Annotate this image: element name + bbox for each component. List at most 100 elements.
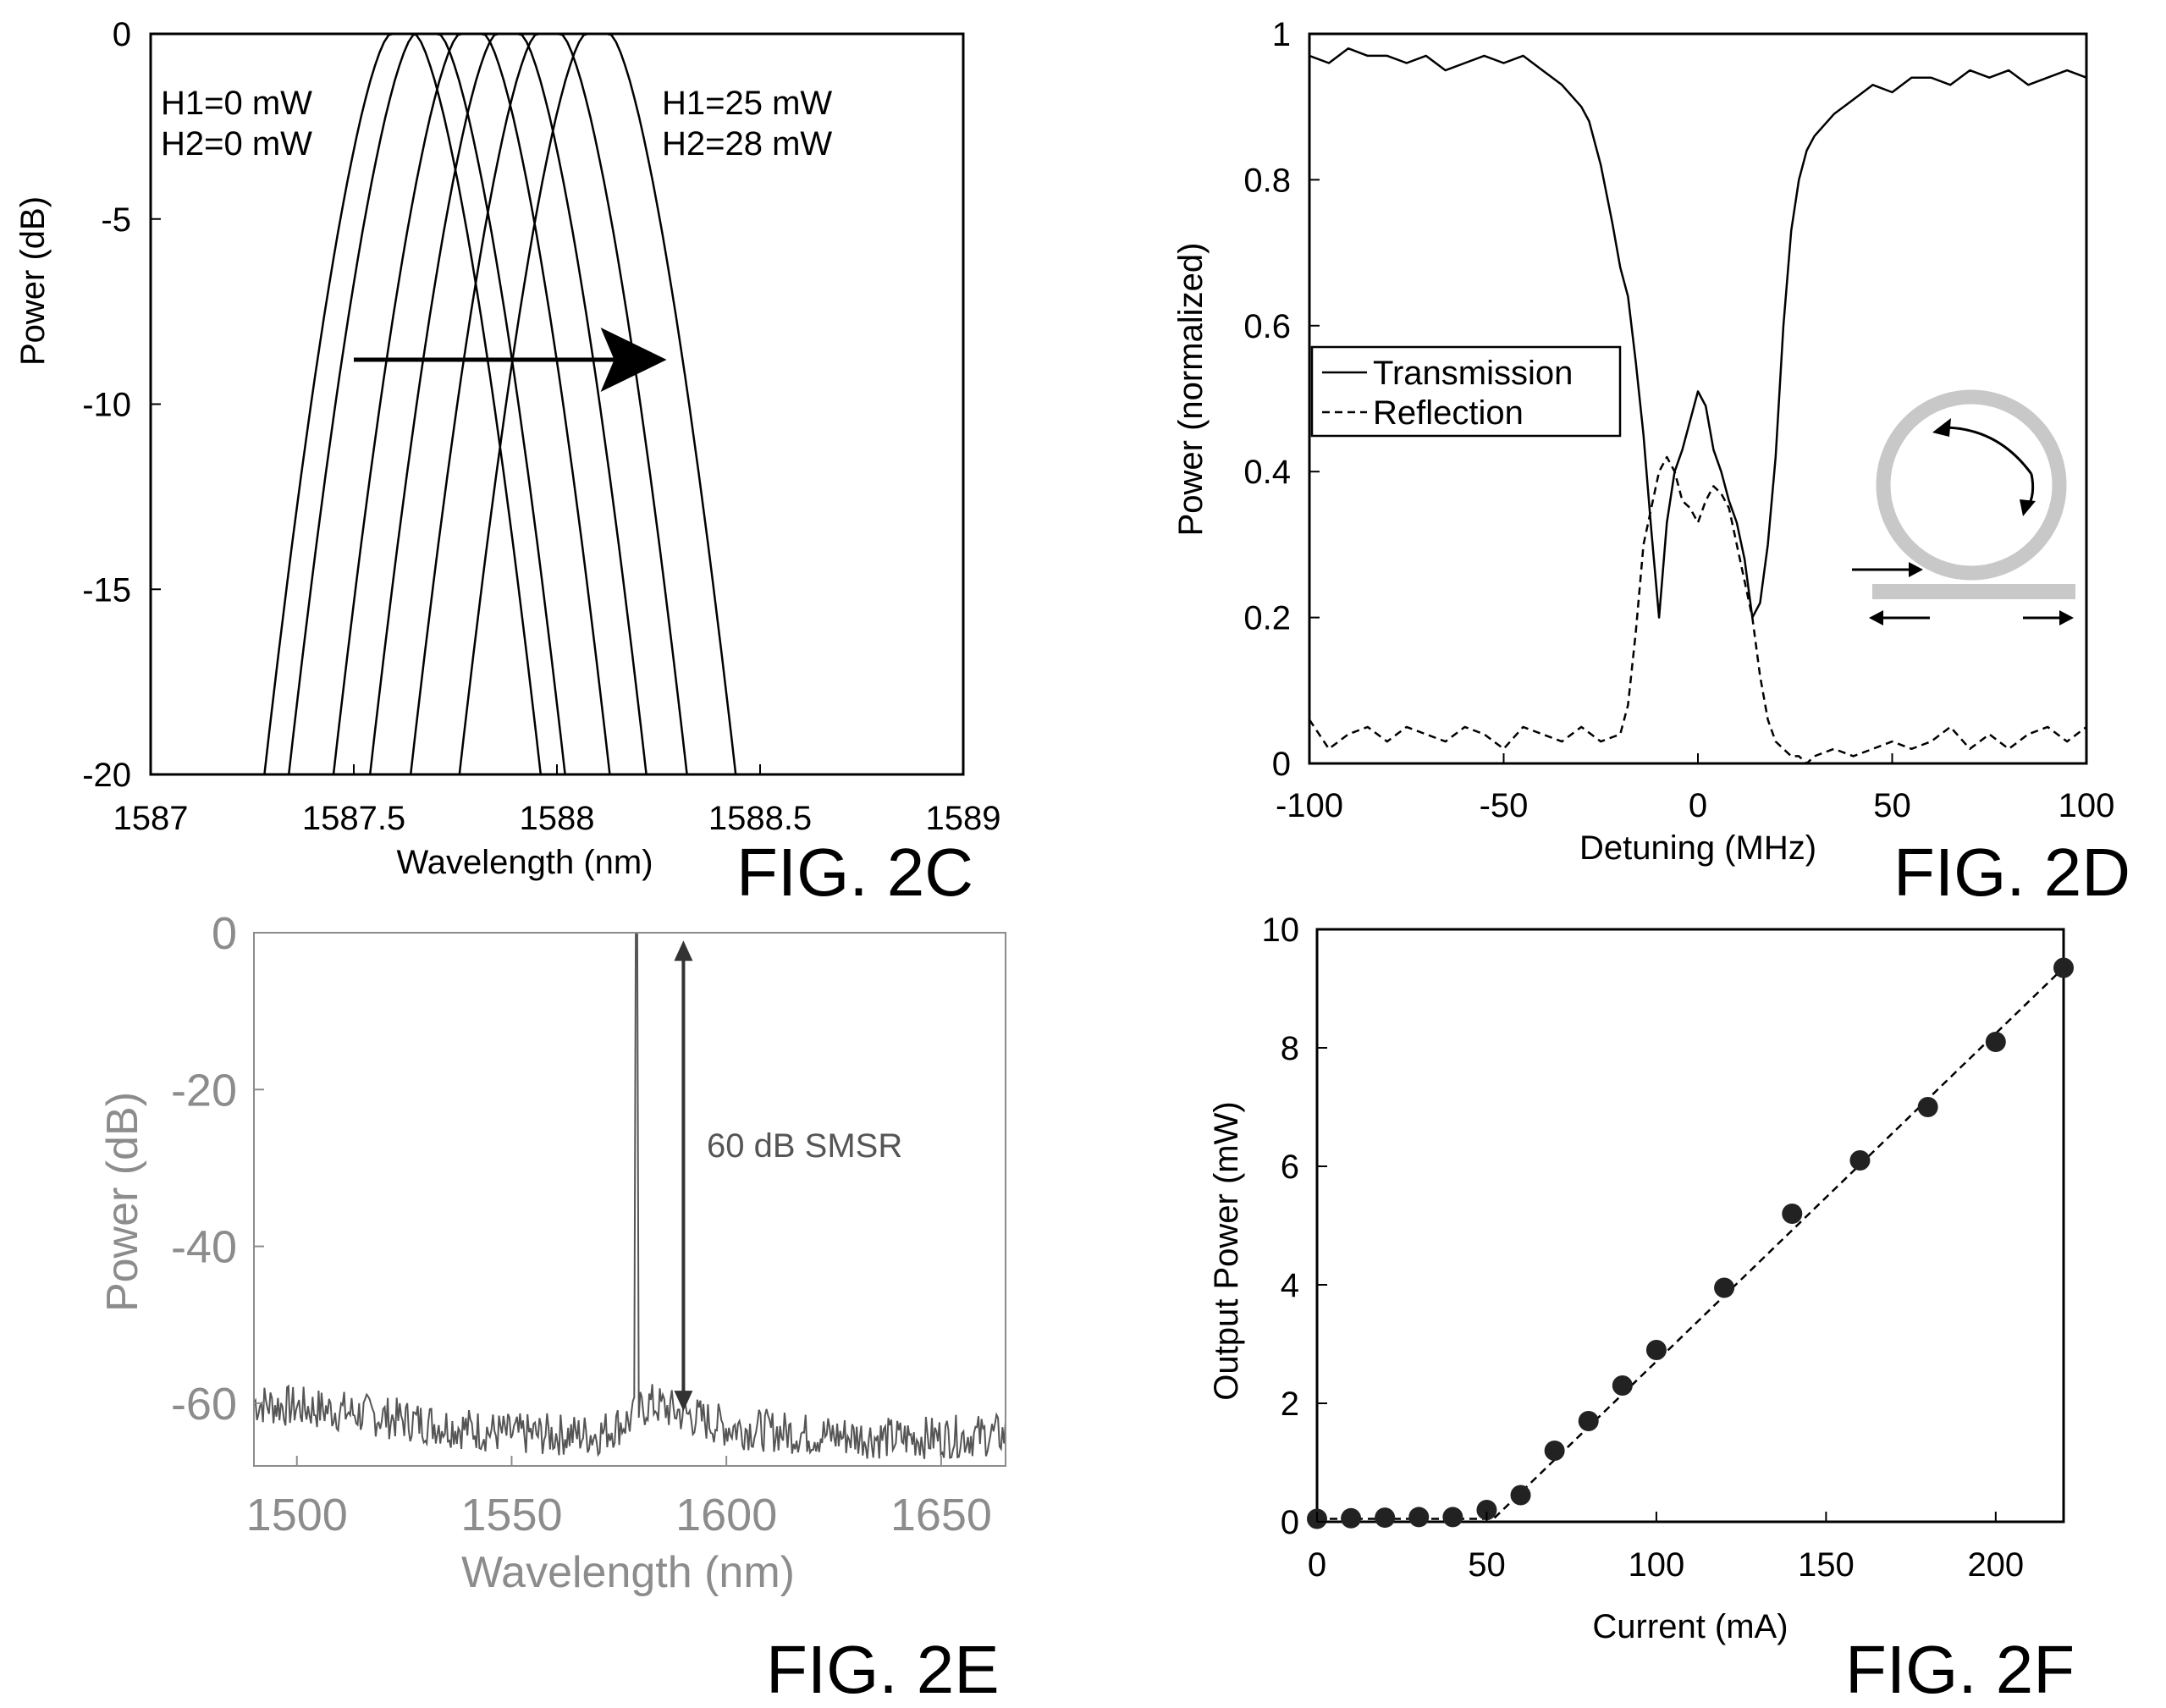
fig-2f-y-tick-label: 10 — [1262, 912, 1300, 949]
ring-circulation-arrowhead-top — [1932, 418, 1951, 437]
fig-2f-caption: FIG. 2F — [1845, 1632, 2075, 1707]
fig-2f-y-tick-label: 8 — [1281, 1030, 1299, 1067]
fig-2d-series — [1308, 47, 2087, 765]
fig-2e-y-tick-label: 0 — [212, 908, 237, 959]
fig-2c-y-tick-label: -10 — [82, 387, 131, 424]
fig-2c-x-tick-label: 1589 — [926, 800, 1001, 837]
fig-2f-data-point — [1442, 1507, 1463, 1528]
fig-2e-smsr-arrow — [674, 940, 693, 1412]
fig-2f-data-point — [1645, 1340, 1667, 1360]
fig-2c-shift-arrow — [354, 328, 667, 392]
panel-fig-2c: 1587 1587.5 1588 1588.5 1589 0 -5 -10 -15 -20 H1=… — [14, 16, 1000, 910]
fig-2c-arrowhead — [600, 328, 667, 392]
fig-2f-data-point — [1985, 1032, 2006, 1052]
bus-waveguide — [1872, 584, 2075, 599]
fig-2d-x-tick-label: -100 — [1276, 787, 1343, 824]
fig-2f-y-tick-label: 0 — [1281, 1504, 1299, 1541]
fig-2f-data-point — [1917, 1097, 1938, 1117]
fig-2c-annotation-left-line1: H1=0 mW — [161, 85, 312, 122]
fig-2e-spectrum — [253, 932, 1006, 1459]
fig-2f-data-point — [1612, 1375, 1633, 1396]
fig-2c-y-tick-label: 0 — [113, 16, 131, 53]
fig-2f-y-tick-label: 4 — [1281, 1267, 1299, 1304]
fig-2d-y-tick-label: 0.6 — [1243, 308, 1291, 345]
fig-2e-x-axis-label: Wavelength (nm) — [461, 1548, 795, 1597]
panel-fig-2d: -100 -50 0 50 100 0 0.2 0.4 0.6 0.8 1 Transmission… — [1172, 16, 2130, 910]
input-arrowhead — [1909, 562, 1923, 577]
fig-2d-x-tick-label: -50 — [1480, 787, 1529, 824]
fig-2c-x-axis-label: Wavelength (nm) — [396, 844, 653, 881]
fig-2d-legend-label-reflection: Reflection — [1373, 394, 1524, 432]
fig-2f-data-point — [1375, 1507, 1396, 1529]
fig-2d-caption: FIG. 2D — [1893, 835, 2130, 910]
fig-2c-caption: FIG. 2C — [736, 835, 973, 910]
fig-2c-right-annotation: H1=25 mW H2=28 mW — [662, 85, 832, 163]
reflection-arrowhead — [1869, 610, 1883, 625]
ring-resonator — [1876, 389, 2067, 581]
ring-circulation-arc-top — [1942, 426, 2033, 475]
fig-2d-reflection-curve — [1308, 455, 2087, 765]
fig-2e-y-tick-label: -20 — [171, 1065, 237, 1116]
fig-2f-frame — [1315, 928, 2065, 1523]
panel-fig-2e: 1500 1550 1600 1650 0 -20 -40 -60 60 dB SMSR Wa… — [98, 908, 1006, 1707]
transmission-arrowhead — [2059, 610, 2074, 625]
fig-2c-x-tick-label: 1588.5 — [708, 800, 812, 837]
fig-2f-data-point — [1782, 1204, 1803, 1224]
fig-2c-y-tick-label: -5 — [101, 201, 131, 239]
fig-2d-legend: Transmission Reflection — [1310, 345, 1622, 438]
fig-2f-y-axis-label: Output Power (mW) — [1208, 1101, 1245, 1400]
fig-2e-x-tick-label: 1650 — [890, 1490, 992, 1540]
fig-2f-data-point — [1849, 1150, 1871, 1171]
fig-2f-x-tick-label: 100 — [1629, 1546, 1685, 1584]
fig-2d-y-tick-label: 0.8 — [1243, 162, 1291, 199]
fig-2f-data-point — [1341, 1507, 1362, 1529]
fig-2c-x-tick-label: 1587 — [113, 800, 189, 837]
fig-2f-ticks: 0 50 100 150 200 0 2 4 6 8 10 — [1262, 912, 2025, 1584]
fig-2f-data-point — [1510, 1485, 1531, 1506]
fig-2c-y-tick-label: -15 — [82, 571, 131, 609]
fig-2f-x-tick-label: 150 — [1798, 1546, 1855, 1584]
fig-2c-x-tick-label: 1587.5 — [302, 800, 405, 837]
fig-2d-legend-label-transmission: Transmission — [1373, 355, 1573, 392]
fig-2d-transmission-curve — [1309, 47, 2087, 619]
fig-2c-x-tick-label: 1588 — [520, 800, 595, 837]
fig-2e-y-axis-label: Power (dB) — [98, 1092, 147, 1312]
fig-2f-y-tick-label: 6 — [1281, 1149, 1299, 1186]
fig-2e-spectrum-trace — [253, 932, 1006, 1459]
fig-2f-x-tick-label: 50 — [1468, 1546, 1506, 1584]
fig-2d-x-axis-label: Detuning (MHz) — [1579, 829, 1816, 867]
fig-2d-y-axis-label: Power (normalized) — [1172, 243, 1210, 537]
fig-2d-ticks: -100 -50 0 50 100 0 0.2 0.4 0.6 0.8 1 — [1243, 16, 2114, 824]
fig-2d-y-tick-label: 0.2 — [1243, 600, 1291, 637]
fig-2e-smsr-annotation: 60 dB SMSR — [707, 1127, 902, 1165]
fig-2f-fit-line — [1317, 967, 2064, 1520]
fig-2f-data-point — [1544, 1441, 1565, 1461]
fig-2f-data-point — [1578, 1411, 1599, 1431]
fig-2c-left-annotation: H1=0 mW H2=0 mW — [161, 85, 312, 163]
fig-2e-y-tick-label: -60 — [171, 1379, 237, 1430]
fig-2f-x-tick-label: 0 — [1308, 1546, 1326, 1584]
fig-2d-legend-box — [1310, 345, 1622, 438]
fig-2c-annotation-left-line2: H2=0 mW — [161, 125, 312, 163]
fig-2c-y-axis-label: Power (dB) — [14, 196, 52, 366]
fig-2f-y-tick-label: 2 — [1281, 1386, 1299, 1423]
fig-2c-annotation-right-line1: H1=25 mW — [662, 85, 832, 122]
fig-2f-x-tick-label: 200 — [1967, 1546, 2024, 1584]
fig-2f-data-point — [1476, 1500, 1497, 1520]
fig-2e-y-tick-label: -40 — [171, 1222, 237, 1273]
fig-2e-smsr-arrowhead-bottom — [674, 1391, 693, 1412]
fig-2e-caption: FIG. 2E — [766, 1632, 1000, 1707]
fig-2f-data-point — [2053, 957, 2074, 978]
fig-2d-y-tick-label: 0.4 — [1243, 454, 1291, 491]
ring-circulation-arrowhead-bottom — [2020, 499, 2036, 516]
fig-2e-frame — [253, 932, 1006, 1467]
fig-2d-y-tick-label: 0 — [1272, 746, 1291, 783]
fig-2e-smsr-arrowhead-top — [674, 940, 693, 961]
fig-2f-x-axis-label: Current (mA) — [1592, 1608, 1788, 1645]
fig-2f-data-point — [1714, 1277, 1735, 1298]
fig-2e-ticks: 1500 1550 1600 1650 0 -20 -40 -60 — [171, 908, 992, 1540]
fig-2e-x-tick-label: 1500 — [246, 1490, 348, 1540]
fig-2e-x-tick-label: 1600 — [675, 1490, 777, 1540]
